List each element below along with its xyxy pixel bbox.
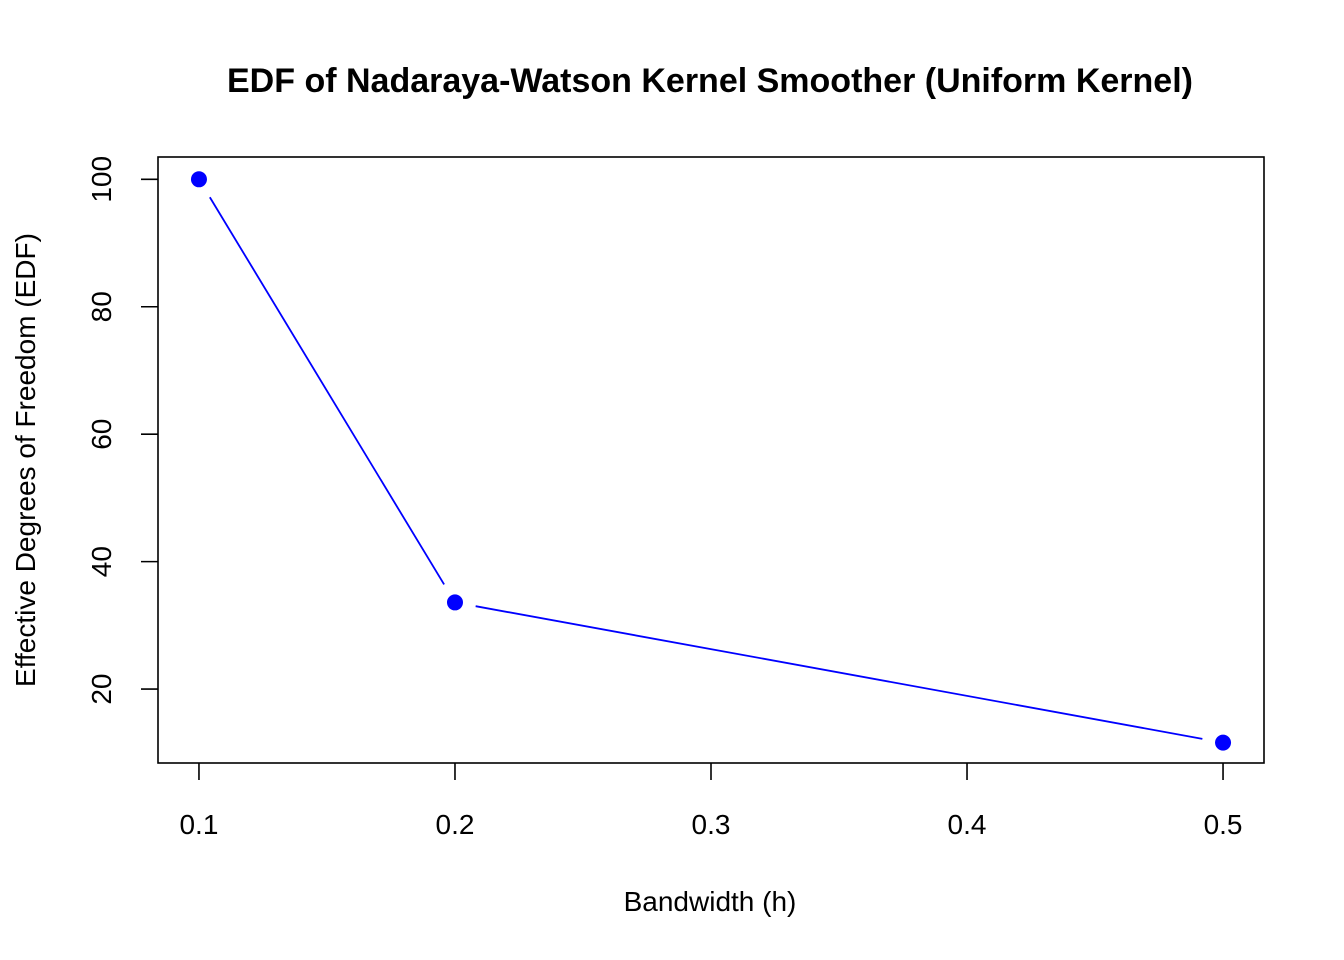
data-point [1215, 734, 1232, 751]
y-tick-label: 80 [86, 291, 117, 322]
y-axis: 20 40 60 80 100 [86, 156, 158, 705]
y-tick-label: 100 [86, 156, 117, 203]
x-tick-label: 0.3 [692, 809, 731, 840]
series-edf [190, 171, 1232, 751]
x-tick-label: 0.4 [948, 809, 987, 840]
data-point [446, 594, 463, 611]
y-tick-label: 20 [86, 674, 117, 705]
y-tick-label: 60 [86, 419, 117, 450]
series-line-segment [209, 196, 445, 585]
y-axis-label: Effective Degrees of Freedom (EDF) [10, 233, 41, 687]
chart-title: EDF of Nadaraya-Watson Kernel Smoother (… [227, 62, 1193, 100]
x-tick-label: 0.5 [1204, 809, 1243, 840]
x-axis: 0.1 0.2 0.3 0.4 0.5 [179, 763, 1243, 840]
plot-frame [157, 156, 1265, 764]
y-tick-label: 40 [86, 546, 117, 577]
x-tick-label: 0.1 [179, 809, 218, 840]
x-tick-label: 0.2 [436, 809, 475, 840]
data-point [190, 171, 207, 188]
x-axis-label: Bandwidth (h) [624, 886, 797, 917]
series-line-segment [475, 605, 1203, 740]
